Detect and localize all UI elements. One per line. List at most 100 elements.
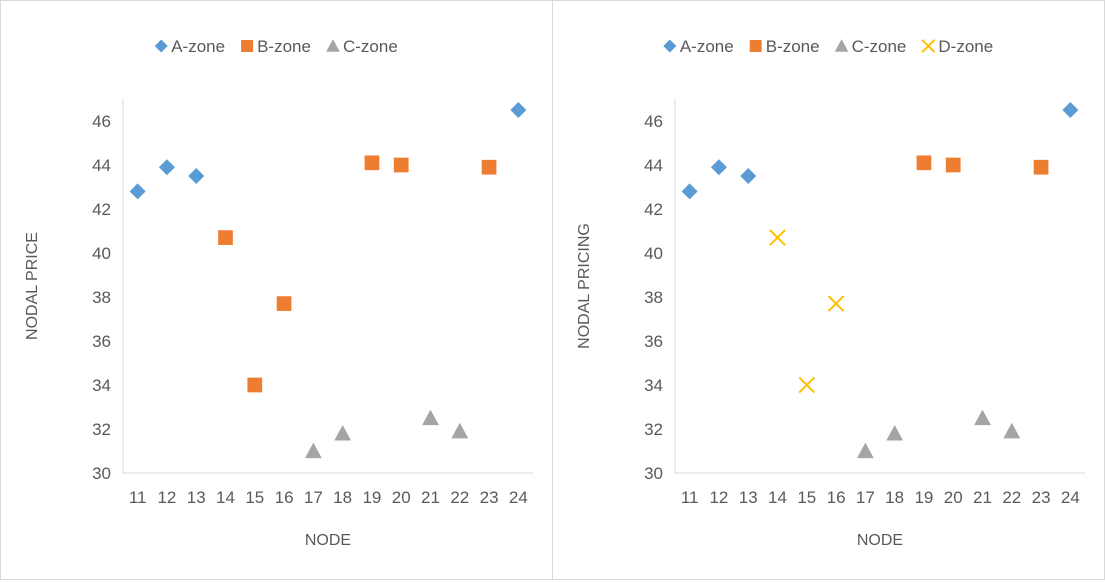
- x-tick-label: 11: [129, 488, 147, 507]
- legend-item-b-zone: B-zone: [749, 37, 820, 56]
- legend-label: C-zone: [852, 37, 907, 56]
- y-tick-label: 36: [92, 332, 111, 351]
- x-tick-label: 18: [333, 488, 352, 507]
- series-c-zone: [304, 409, 469, 459]
- x-tick-label: 16: [275, 488, 294, 507]
- data-point: [422, 409, 439, 426]
- legend-item-c-zone: C-zone: [834, 37, 907, 56]
- x-legend-icon: [921, 39, 936, 53]
- y-tick-label: 38: [92, 288, 111, 307]
- x-tick-label: 21: [973, 488, 992, 507]
- x-tick-label: 17: [856, 488, 875, 507]
- x-tick-label: 24: [509, 488, 528, 507]
- x-axis-title: NODE: [305, 532, 351, 549]
- nodal-pricing-scatter-chart: 30 32 34 36 38 40 42 44 46 11 12 13 14 15 16 17 18 19 20 21…: [576, 37, 1085, 549]
- series-a-zone: [681, 102, 1079, 200]
- data-point: [393, 157, 409, 173]
- x-tick-label: 13: [187, 488, 206, 507]
- y-tick-label: 46: [92, 112, 111, 131]
- y-tick-label: 32: [644, 420, 663, 439]
- legend: A-zone B-zone C-zone: [154, 37, 398, 56]
- data-point: [740, 168, 757, 184]
- legend-label: C-zone: [343, 37, 398, 56]
- square-legend-icon: [749, 40, 762, 52]
- data-point: [247, 377, 263, 393]
- data-point: [1033, 159, 1049, 175]
- data-point: [1062, 102, 1079, 118]
- data-point: [510, 102, 527, 118]
- x-tick-label: 20: [392, 488, 411, 507]
- x-tick-label: 12: [157, 488, 176, 507]
- y-tick-label: 36: [644, 332, 663, 351]
- series-b-zone: [916, 155, 1049, 175]
- triangle-legend-icon: [326, 39, 340, 52]
- y-tick-label: 34: [92, 376, 111, 395]
- y-axis-title: NODAL PRICING: [576, 223, 593, 349]
- square-legend-icon: [241, 40, 254, 52]
- legend-label: A-zone: [680, 37, 734, 56]
- data-point: [798, 376, 816, 394]
- x-tick-label: 14: [768, 488, 787, 507]
- x-tick-label: 14: [216, 488, 235, 507]
- data-point: [681, 183, 698, 200]
- legend-item-d-zone: D-zone: [921, 37, 993, 56]
- legend-label: A-zone: [171, 37, 225, 56]
- y-axis-title: NODAL PRICE: [24, 232, 41, 340]
- data-point: [276, 296, 292, 311]
- legend-item-a-zone: A-zone: [154, 37, 225, 56]
- x-tick-label: 20: [944, 488, 963, 507]
- data-point: [945, 157, 961, 173]
- y-tick-label: 42: [644, 200, 663, 219]
- x-tick-label: 11: [681, 488, 699, 507]
- series-a-zone: [129, 102, 527, 200]
- y-tick-label: 44: [644, 156, 663, 175]
- x-axis-title: NODE: [857, 532, 903, 549]
- chart-panel-nodal-pricing: 30 32 34 36 38 40 42 44 46 11 12 13 14 15 16 17 18 19 20 21…: [552, 0, 1105, 580]
- y-tick-label: 38: [644, 288, 663, 307]
- diamond-legend-icon: [154, 39, 168, 53]
- series-d-zone: [769, 229, 845, 394]
- x-tick-label: 18: [885, 488, 904, 507]
- data-point: [158, 159, 175, 176]
- y-tick-label: 30: [644, 464, 663, 483]
- legend-label: B-zone: [766, 37, 820, 56]
- legend-label: B-zone: [257, 37, 311, 56]
- x-tick-label: 15: [245, 488, 264, 507]
- y-tick-label: 46: [644, 112, 663, 131]
- data-point: [188, 168, 205, 184]
- data-point: [481, 159, 497, 175]
- chart-panel-nodal-price: 30 32 34 36 38 40 42 44 46 11 12 13 14 15 16 17 18 19 20 21…: [0, 0, 553, 580]
- y-tick-label: 34: [644, 376, 663, 395]
- data-point: [451, 422, 469, 439]
- triangle-legend-icon: [834, 39, 849, 52]
- x-tick-label: 17: [304, 488, 323, 507]
- data-point: [769, 229, 786, 246]
- data-point: [334, 425, 352, 441]
- x-tick-label: 24: [1061, 488, 1080, 507]
- data-point: [364, 155, 380, 171]
- x-tick-label: 22: [1002, 488, 1021, 507]
- x-tick-label: 12: [709, 488, 728, 507]
- legend-label: D-zone: [938, 37, 993, 56]
- y-tick-label: 40: [92, 244, 111, 263]
- data-point: [886, 425, 904, 441]
- nodal-price-scatter-chart: 30 32 34 36 38 40 42 44 46 11 12 13 14 15 16 17 18 19 20 21…: [24, 37, 533, 549]
- x-tick-label: 23: [1032, 488, 1051, 507]
- x-tick-label: 22: [450, 488, 469, 507]
- legend: A-zone B-zone C-zone D-zone: [663, 37, 993, 56]
- x-tick-label: 19: [362, 488, 381, 507]
- diamond-legend-icon: [663, 39, 677, 53]
- series-b-zone: [218, 155, 497, 393]
- x-tick-label: 15: [797, 488, 816, 507]
- y-tick-label: 32: [92, 420, 111, 439]
- x-tick-label: 19: [914, 488, 933, 507]
- y-tick-label: 42: [92, 200, 111, 219]
- y-tick-label: 30: [92, 464, 111, 483]
- data-point: [974, 409, 991, 426]
- y-tick-label: 40: [644, 244, 663, 263]
- y-tick-label: 44: [92, 156, 111, 175]
- series-c-zone: [856, 409, 1021, 459]
- legend-item-a-zone: A-zone: [663, 37, 734, 56]
- data-point: [304, 442, 322, 459]
- legend-item-b-zone: B-zone: [241, 37, 311, 56]
